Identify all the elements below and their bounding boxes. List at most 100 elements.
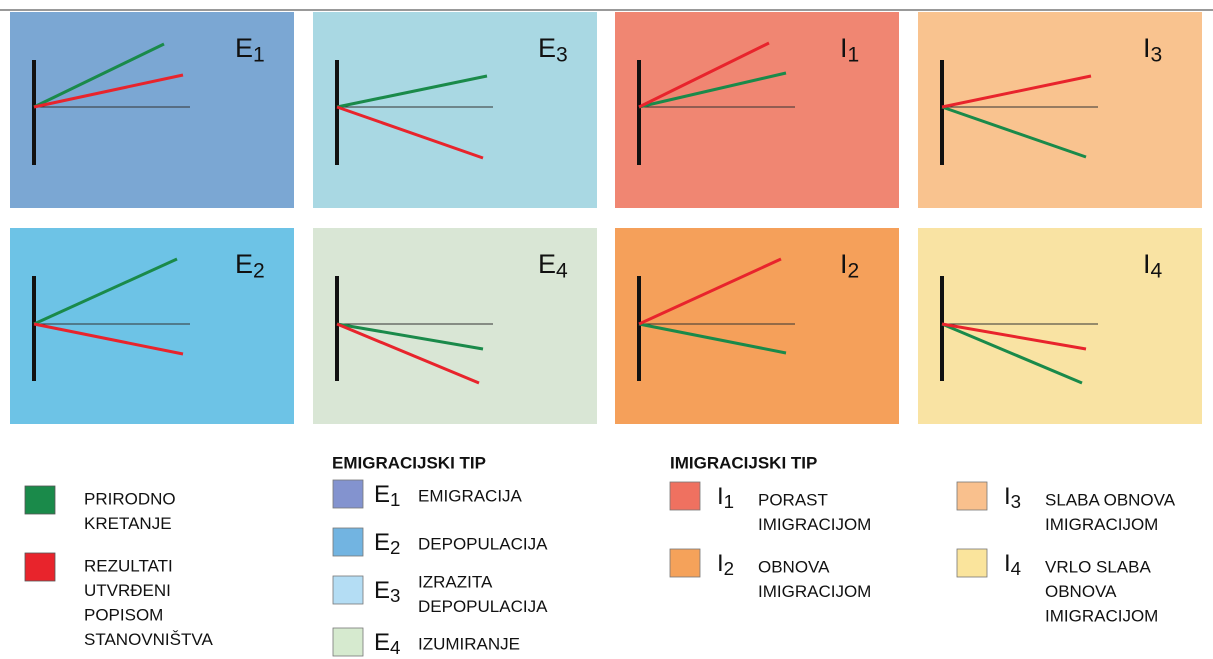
- type-subscript: 3: [556, 43, 568, 66]
- type-subscript: 2: [724, 558, 734, 579]
- legend-text: POPISOM: [84, 605, 163, 624]
- type-letter: E: [374, 577, 390, 604]
- type-subscript: 3: [1011, 491, 1021, 512]
- type-label: I4: [1143, 249, 1163, 282]
- type-label: I2: [840, 249, 859, 282]
- red-line: [336, 105, 484, 160]
- legend-text: IZRAZITA: [418, 572, 493, 591]
- red-line: [941, 74, 1092, 109]
- legend-text: EMIGRACIJA: [418, 486, 523, 505]
- type-letter: I: [1004, 550, 1011, 577]
- panel: [313, 12, 597, 208]
- type-label: E2: [374, 529, 400, 557]
- panel: [615, 12, 899, 208]
- green-line: [336, 74, 488, 109]
- type-letter: E: [374, 481, 390, 508]
- legend-text: SLABA OBNOVA: [1045, 490, 1176, 509]
- type-letter: I: [1143, 33, 1151, 63]
- panel: [615, 228, 899, 424]
- type-label: E4: [538, 249, 568, 282]
- type-letter: I: [717, 483, 724, 510]
- red-line: [638, 257, 782, 326]
- green-line: [33, 257, 178, 326]
- type-subscript: 2: [848, 259, 860, 282]
- legend-text: KRETANJE: [84, 514, 172, 533]
- green-line: [638, 71, 787, 109]
- type-subscript: 1: [848, 43, 860, 66]
- panel: [10, 12, 294, 208]
- green-line: [336, 322, 484, 351]
- type-subscript: 3: [1151, 43, 1163, 66]
- legend-swatch: [332, 479, 364, 509]
- legend-swatch: [332, 575, 364, 605]
- type-letter: I: [717, 550, 724, 577]
- type-letter: E: [235, 249, 253, 279]
- legend-text: OBNOVA: [758, 557, 830, 576]
- type-subscript: 4: [1151, 259, 1163, 282]
- red-line: [941, 322, 1087, 351]
- type-subscript: 4: [390, 637, 400, 658]
- legend-swatch: [332, 527, 364, 557]
- type-letter: I: [840, 33, 848, 63]
- red-line: [33, 73, 184, 109]
- legend-text: DEPOPULACIJA: [418, 534, 548, 553]
- type-label: E3: [374, 577, 400, 605]
- panel: [918, 12, 1202, 208]
- type-subscript: 4: [556, 259, 568, 282]
- red-line: [336, 322, 480, 385]
- type-subscript: 1: [253, 43, 265, 66]
- legend-text: IMIGRACIJOM: [758, 515, 871, 534]
- type-label: I3: [1143, 33, 1162, 66]
- legend-text: VRLO SLABA: [1045, 557, 1151, 576]
- legend-text: IMIGRACIJOM: [1045, 606, 1158, 625]
- green-line: [33, 42, 165, 109]
- type-label: I4: [1004, 550, 1021, 578]
- type-label: I3: [1004, 483, 1021, 511]
- legend-title: IMIGRACIJSKI TIP: [670, 453, 817, 472]
- type-label: I2: [717, 550, 734, 578]
- type-subscript: 2: [390, 537, 400, 558]
- legend-text: OBNOVA: [1045, 582, 1117, 601]
- legend-title: EMIGRACIJSKI TIP: [332, 453, 486, 472]
- legend-swatch: [956, 548, 988, 578]
- type-letter: I: [1143, 249, 1151, 279]
- legend-swatch: [956, 481, 988, 511]
- type-letter: E: [235, 33, 253, 63]
- legend-swatch: [669, 481, 701, 511]
- legend-text: IZUMIRANJE: [418, 634, 520, 653]
- type-label: E4: [374, 629, 400, 657]
- type-subscript: 4: [1011, 558, 1021, 579]
- green-line: [941, 322, 1083, 385]
- legend-text: STANOVNIŠTVA: [84, 630, 213, 649]
- panel: [313, 228, 597, 424]
- green-line: [941, 105, 1087, 159]
- panel: [10, 228, 294, 424]
- legend-swatch: [332, 627, 364, 657]
- type-letter: I: [840, 249, 848, 279]
- legend-text: DEPOPULACIJA: [418, 597, 548, 616]
- type-letter: E: [374, 629, 390, 656]
- legend-swatch: [24, 552, 56, 582]
- type-label: I1: [840, 33, 859, 66]
- type-letter: E: [374, 529, 390, 556]
- legend-text: REZULTATI: [84, 556, 173, 575]
- red-line: [33, 322, 184, 356]
- type-letter: I: [1004, 483, 1011, 510]
- type-label: E2: [235, 249, 265, 282]
- legend-swatch: [669, 548, 701, 578]
- red-line: [638, 41, 770, 109]
- type-label: E1: [374, 481, 400, 509]
- type-label: E1: [235, 33, 265, 66]
- type-letter: E: [538, 249, 556, 279]
- type-subscript: 1: [390, 489, 400, 510]
- green-line: [638, 322, 787, 355]
- legend-text: PRIRODNO: [84, 489, 176, 508]
- type-letter: E: [538, 33, 556, 63]
- legend-text: IMIGRACIJOM: [758, 582, 871, 601]
- legend-text: UTVRĐENI: [84, 581, 171, 600]
- legend-swatch: [24, 485, 56, 515]
- type-label: I1: [717, 483, 734, 511]
- legend-text: IMIGRACIJOM: [1045, 515, 1158, 534]
- type-label: E3: [538, 33, 568, 66]
